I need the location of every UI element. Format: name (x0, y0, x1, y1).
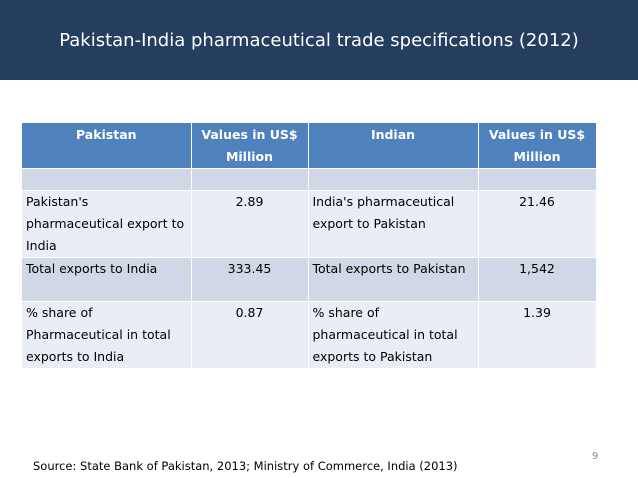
label-cell: India's pharmaceutical export to Pakista… (308, 190, 479, 258)
label-cell: Pakistan's pharmaceutical export to Indi… (22, 190, 192, 258)
label-cell: Total exports to Pakistan (308, 257, 479, 302)
column-header: Values in US$ Million (478, 123, 597, 169)
trade-table: Pakistan Values in US$ Million Indian Va… (22, 123, 597, 369)
label-cell: % share of Pharmaceutical in total expor… (22, 301, 192, 369)
table-row: Total exports to India 333.45 Total export… (22, 257, 597, 302)
source-note: Source: State Bank of Pakistan, 2013; Mi… (33, 459, 458, 473)
page-number: 9 (592, 451, 599, 462)
value-cell: 0.87 (191, 301, 309, 369)
spacer-row (22, 168, 597, 191)
value-cell: 21.46 (478, 190, 597, 258)
column-header: Indian (308, 123, 479, 169)
header-row: Pakistan Values in US$ Million Indian Va… (22, 123, 597, 169)
value-cell: 2.89 (191, 190, 309, 258)
table-row: Pakistan's pharmaceutical export to Indi… (22, 190, 597, 258)
table-row: % share of Pharmaceutical in total expor… (22, 301, 597, 369)
column-header: Pakistan (22, 123, 192, 169)
label-cell: Total exports to India (22, 257, 192, 302)
label-cell: % share of pharmaceutical in total expor… (308, 301, 479, 369)
value-cell: 333.45 (191, 257, 309, 302)
value-cell: 1,542 (478, 257, 597, 302)
slide-title: Pakistan-India pharmaceutical trade spec… (59, 30, 579, 51)
value-cell: 1.39 (478, 301, 597, 369)
column-header: Values in US$ Million (191, 123, 309, 169)
header-band (0, 0, 638, 80)
